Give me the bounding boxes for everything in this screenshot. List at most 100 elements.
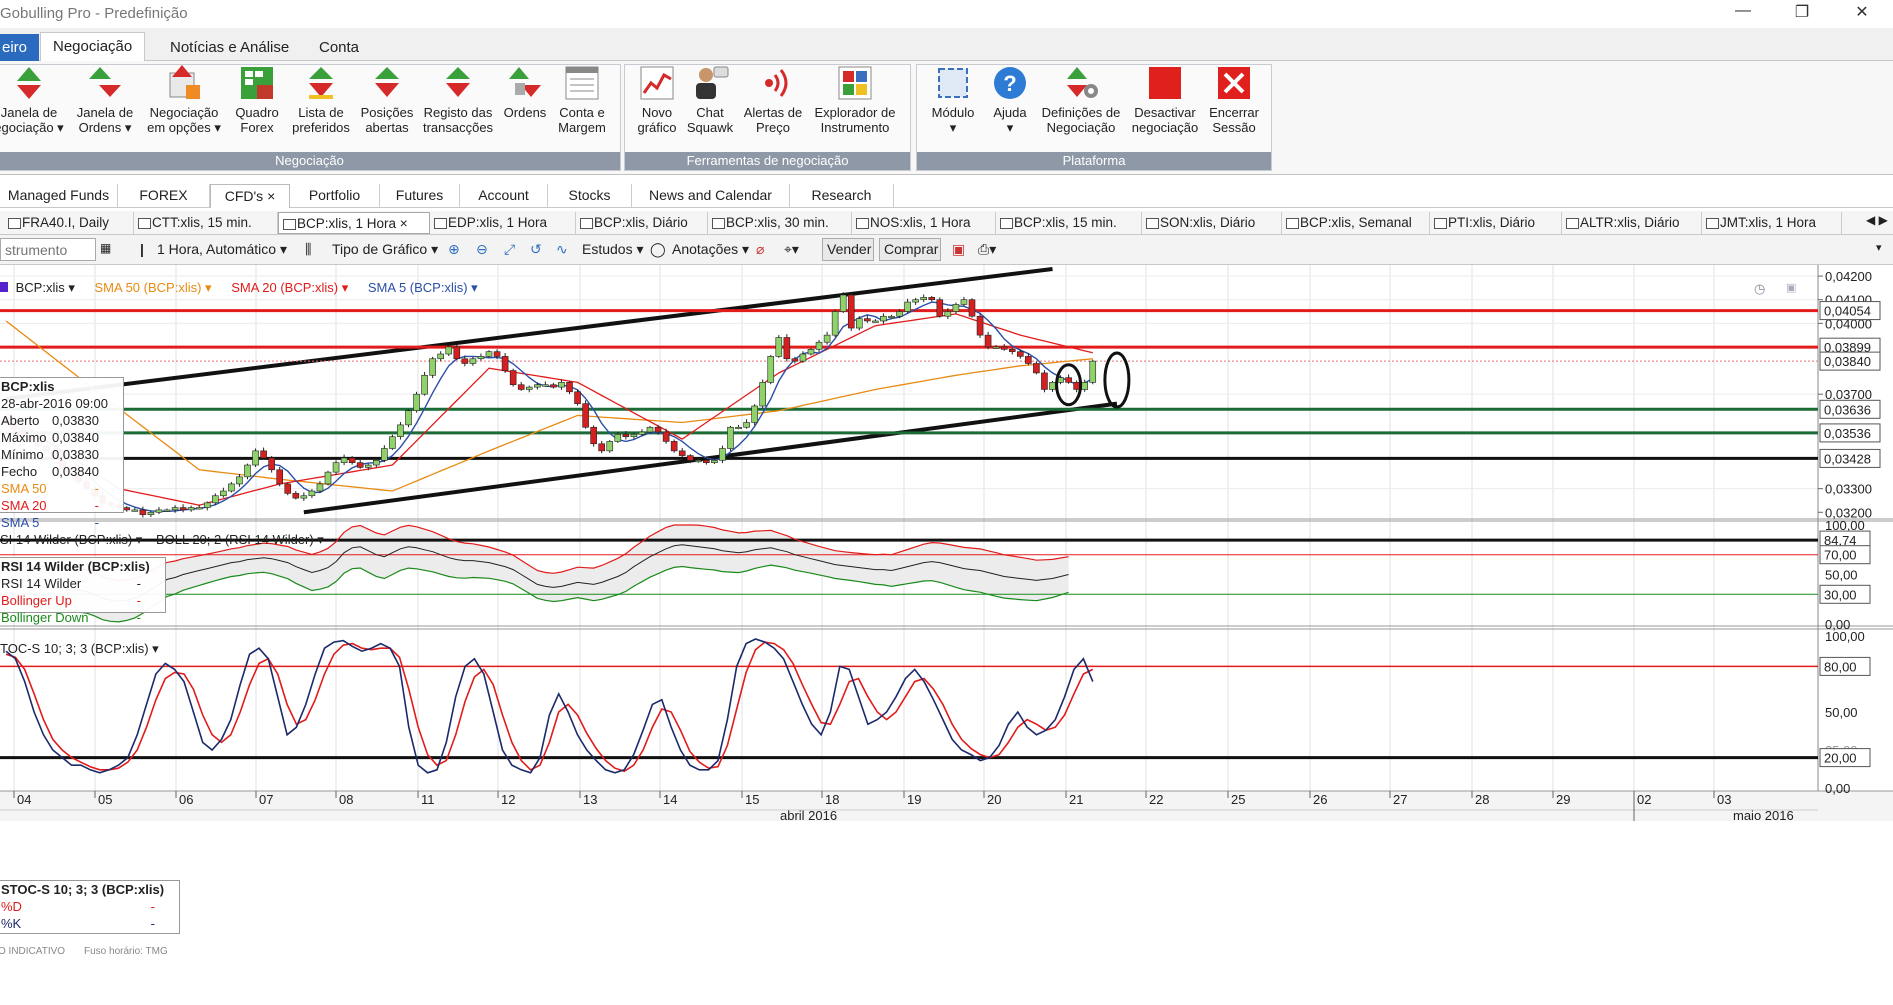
clock-icon[interactable]: ◷ <box>1754 281 1766 296</box>
legend-sma50[interactable]: SMA 50 (BCP:xlis) ▾ <box>94 280 212 295</box>
maximize-panel-icon[interactable]: ▣ <box>1786 282 1797 294</box>
tab-noticias[interactable]: Notícias e Análise <box>170 39 290 56</box>
stoch-level-tag <box>1819 656 1871 676</box>
stoch-info-box: STOC-S 10; 3; 3 (BCP:xlis) %D - %K - <box>0 880 180 934</box>
chart-tab-active[interactable]: BCP:xlis, 1 Hora × <box>278 212 430 234</box>
instrument-search-input[interactable] <box>0 238 96 261</box>
module-button[interactable]: Módulo ▾ <box>925 63 981 135</box>
legend-sma20[interactable]: SMA 20 (BCP:xlis) ▾ <box>231 280 349 295</box>
chart-tab[interactable]: PTI:xlis, Diário <box>1430 212 1562 234</box>
info-row: Aberto 0,03830 <box>0 412 123 429</box>
stoch-axis-label: 0,00 <box>1825 781 1850 796</box>
tab-scroll-icon[interactable]: ◀ ▶ <box>1866 213 1888 227</box>
tab-news-calendar[interactable]: News and Calendar <box>632 184 790 208</box>
open-positions-button[interactable]: Posições abertas <box>355 63 419 135</box>
candle <box>203 501 211 511</box>
rsi-line <box>5 544 1069 602</box>
refresh-icon[interactable]: ↺ <box>530 241 542 257</box>
trendline <box>5 267 1053 401</box>
chart-svg[interactable]: 04 05 06 07 08 11 12 13 14 15 18 19 20 21 22 25 26 27 28 29… <box>0 265 1893 1002</box>
chart-tab[interactable]: BCP:xlis, 15 min. <box>996 212 1142 234</box>
tab-negociacao[interactable]: Negociação <box>40 32 146 62</box>
chart-tab[interactable]: BCP:xlis, 30 min. <box>708 212 852 234</box>
forex-board-button[interactable]: Quadro Forex <box>226 63 288 135</box>
help-button[interactable]: ? Ajuda ▾ <box>985 63 1035 135</box>
fit-icon[interactable]: ⤢ <box>504 241 516 257</box>
tab-account[interactable]: Account <box>460 184 548 208</box>
options-trading-button[interactable]: Negociação em opções ▾ <box>144 63 224 135</box>
tab-conta[interactable]: Conta <box>319 39 360 56</box>
candle <box>799 351 807 364</box>
chart-tab[interactable]: JMT:xlis, 1 Hora <box>1702 212 1842 234</box>
candle <box>582 400 589 429</box>
trade-window-button[interactable]: Janela de egociação ▾ <box>0 63 64 135</box>
annotation-ellipse <box>1103 351 1131 409</box>
zoom-in-icon[interactable]: ⊕ <box>448 241 460 257</box>
price-alerts-button[interactable]: Alertas de Preço <box>740 63 806 135</box>
minimize-icon[interactable]: — <box>1735 2 1751 19</box>
orders-window-button[interactable]: Janela de Ordens ▾ <box>70 63 140 135</box>
account-margin-button[interactable]: Conta e Margem <box>551 63 613 135</box>
candle-body <box>775 337 783 357</box>
buy-button[interactable]: Comprar <box>879 238 941 261</box>
legend-boll[interactable]: BOLL 20; 2 (RSI 14 Wilder) ▾ <box>155 532 324 547</box>
disable-trading-button[interactable]: Desactivar negociação <box>1127 63 1203 135</box>
orders-button[interactable]: Ordens <box>499 63 551 120</box>
instrument-explorer-button[interactable]: Explorador de Instrumento <box>810 63 900 135</box>
chart-tab[interactable]: ALTR:xlis, Diário <box>1562 212 1702 234</box>
close-tab-icon[interactable]: × <box>267 188 276 204</box>
legend-stoch[interactable]: TOC-S 10; 3; 3 (BCP:xlis) ▾ <box>0 641 159 656</box>
zoom-out-icon[interactable]: ⊖ <box>476 241 488 257</box>
tab-managed-funds[interactable]: Managed Funds <box>0 184 118 208</box>
trade-log-button[interactable]: Registo das transacções <box>418 63 498 135</box>
watchlist-icon <box>309 67 333 99</box>
candle <box>324 470 332 486</box>
info-key: Aberto <box>1 413 40 428</box>
chart-tab[interactable]: EDP:xlis, 1 Hora <box>430 212 576 234</box>
sell-button[interactable]: Vender <box>822 238 874 261</box>
chart-tab[interactable]: CTT:xlis, 15 min. <box>134 212 278 234</box>
watchlist-button[interactable]: Lista de preferidos <box>286 63 356 135</box>
chart-area[interactable]: 04 05 06 07 08 11 12 13 14 15 18 19 20 21 22 25 26 27 28 29… <box>0 265 1893 1002</box>
tab-stocks[interactable]: Stocks <box>548 184 632 208</box>
close-tab-icon[interactable]: × <box>399 216 408 231</box>
chart-tab[interactable]: NOS:xlis, 1 Hora <box>852 212 996 234</box>
chart-settings-icon[interactable]: ▣ <box>952 241 966 257</box>
new-chart-button[interactable]: Novo gráfico <box>632 63 682 135</box>
crosshair-icon[interactable]: ⌖▾ <box>784 241 799 257</box>
grid-icon[interactable]: ▦ <box>100 241 112 255</box>
trading-settings-button[interactable]: Definições de Negociação <box>1037 63 1125 135</box>
studies-dropdown[interactable]: Estudos ▾ <box>582 241 644 257</box>
tab-portfolio[interactable]: Portfolio <box>290 184 380 208</box>
legend-instrument[interactable]: BCP:xlis ▾ <box>15 280 75 295</box>
chart-tab[interactable]: FRA40.I, Daily <box>4 212 134 234</box>
interval-dropdown[interactable]: 1 Hora, Automático ▾ <box>157 241 287 257</box>
candle-body <box>493 351 501 357</box>
close-window-icon[interactable]: ✕ <box>1855 4 1869 21</box>
candle-body <box>316 483 324 492</box>
candle <box>356 459 364 469</box>
annotations-dropdown[interactable]: Anotações ▾ <box>672 241 750 257</box>
chart-tab[interactable]: SON:xlis, Diário <box>1142 212 1282 234</box>
toolbar-overflow-icon[interactable]: ▾ <box>1876 242 1882 254</box>
chart-tab[interactable]: BCP:xlis, Semanal <box>1282 212 1430 234</box>
print-icon[interactable]: ⎙▾ <box>978 241 997 257</box>
candle-body <box>590 426 597 445</box>
tab-forex[interactable]: FOREX <box>118 184 210 208</box>
info-datetime: 28-abr-2016 09:00 <box>1 396 108 411</box>
chart-type-dropdown[interactable]: Tipo de Gráfico ▾ <box>332 241 439 257</box>
chart-tab[interactable]: BCP:xlis, Diário <box>576 212 708 234</box>
restore-icon[interactable]: ❐ <box>1794 4 1810 21</box>
rsi-axis-label: 100,00 <box>1825 518 1865 533</box>
legend-sma5[interactable]: SMA 5 (BCP:xlis) ▾ <box>367 280 478 295</box>
chat-squawk-button[interactable]: Chat Squawk <box>684 63 736 135</box>
tab-futures[interactable]: Futures <box>380 184 460 208</box>
candle <box>348 456 356 465</box>
logout-button[interactable]: Encerrar Sessão <box>1203 63 1265 135</box>
tab-research[interactable]: Research <box>790 184 894 208</box>
tab-cfds[interactable]: CFD's × <box>210 184 290 208</box>
legend-rsi[interactable]: SI 14 Wilder (BCP:xlis) ▾ <box>0 532 143 547</box>
tab-file[interactable]: eiro <box>0 34 40 61</box>
candle <box>864 315 871 323</box>
eraser-icon[interactable]: ⌀ <box>756 241 765 257</box>
